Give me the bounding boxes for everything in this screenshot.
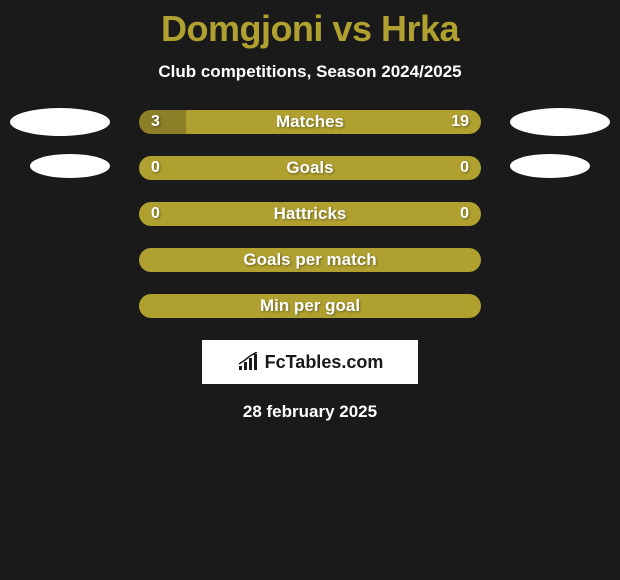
- stat-value-left: 3: [151, 113, 160, 131]
- date-label: 28 february 2025: [0, 402, 620, 422]
- stat-value-right: 19: [451, 113, 469, 131]
- comparison-subtitle: Club competitions, Season 2024/2025: [0, 62, 620, 82]
- stat-value-left: 0: [151, 205, 160, 223]
- logo-text: FcTables.com: [265, 352, 384, 373]
- team-right-logo-placeholder: [510, 154, 590, 178]
- comparison-title: Domgjoni vs Hrka: [0, 8, 620, 50]
- player-right-avatar-placeholder: [510, 108, 610, 136]
- stat-row: Min per goal: [139, 294, 481, 318]
- stat-row: 0 0 Hattricks: [139, 202, 481, 226]
- stat-label: Goals: [286, 158, 333, 178]
- stat-value-right: 0: [460, 159, 469, 177]
- team-left-logo-placeholder: [30, 154, 110, 178]
- site-logo: FcTables.com: [202, 340, 418, 384]
- stat-value-left: 0: [151, 159, 160, 177]
- stats-section: 3 19 Matches 0 0 Goals 0 0 Hattricks Goals per ma…: [0, 110, 620, 318]
- stat-label: Min per goal: [260, 296, 360, 316]
- player-left-avatar-placeholder: [10, 108, 110, 136]
- stat-row: Goals per match: [139, 248, 481, 272]
- chart-icon: [237, 352, 261, 372]
- stat-value-right: 0: [460, 205, 469, 223]
- stat-row: 3 19 Matches: [139, 110, 481, 134]
- stat-label: Goals per match: [243, 250, 376, 270]
- stat-label: Matches: [276, 112, 344, 132]
- stat-label: Hattricks: [274, 204, 347, 224]
- stat-row: 0 0 Goals: [139, 156, 481, 180]
